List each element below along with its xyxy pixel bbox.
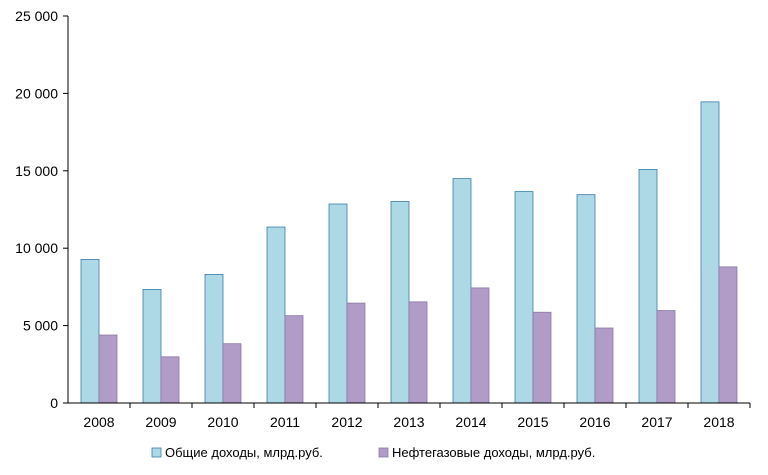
bar-oil-gas-revenue-2011 xyxy=(284,315,304,404)
bars-group xyxy=(80,101,738,404)
x-tick-label: 2009 xyxy=(145,414,176,430)
y-ticks-group: 0 5 000 10 000 15 000 20 000 25 000 xyxy=(15,8,68,411)
bar-oil-gas-revenue-2008 xyxy=(98,334,118,404)
legend: Общие доходы, млрд.руб. Нефтегазовые дох… xyxy=(151,445,595,460)
x-tick-label: 2017 xyxy=(641,414,672,430)
x-tick-label: 2016 xyxy=(579,414,610,430)
bar-total-revenue-2018 xyxy=(700,101,720,404)
y-tick-label: 0 xyxy=(50,395,58,411)
bar-total-revenue-2011 xyxy=(266,226,286,404)
bar-total-revenue-2017 xyxy=(638,169,658,404)
y-tick-label: 20 000 xyxy=(15,85,58,101)
y-tick-label: 25 000 xyxy=(15,8,58,24)
bar-oil-gas-revenue-2009 xyxy=(160,356,180,404)
x-tick-label: 2018 xyxy=(703,414,734,430)
x-tick-label: 2008 xyxy=(83,414,114,430)
x-tick-label: 2013 xyxy=(393,414,424,430)
x-tick-label: 2015 xyxy=(517,414,548,430)
bar-oil-gas-revenue-2010 xyxy=(222,343,242,404)
bar-total-revenue-2013 xyxy=(390,201,410,404)
bar-oil-gas-revenue-2017 xyxy=(656,310,676,404)
axes-group xyxy=(67,16,750,404)
bar-total-revenue-2014 xyxy=(452,178,472,404)
x-tick-label: 2014 xyxy=(455,414,486,430)
bar-oil-gas-revenue-2015 xyxy=(532,311,552,404)
y-tick-label: 15 000 xyxy=(15,163,58,179)
y-tick-label: 10 000 xyxy=(15,240,58,256)
bar-total-revenue-2015 xyxy=(514,191,534,404)
x-tick-label: 2012 xyxy=(331,414,362,430)
y-tick-label: 5 000 xyxy=(23,318,58,334)
bar-oil-gas-revenue-2016 xyxy=(594,327,614,404)
bar-total-revenue-2009 xyxy=(142,289,162,404)
legend-label-oil-gas-revenue: Нефтегазовые доходы, млрд.руб. xyxy=(392,445,595,460)
bar-oil-gas-revenue-2018 xyxy=(718,266,738,404)
bar-total-revenue-2016 xyxy=(576,194,596,404)
bar-oil-gas-revenue-2013 xyxy=(408,301,428,404)
bar-total-revenue-2008 xyxy=(80,259,100,404)
x-tick-label: 2010 xyxy=(207,414,238,430)
bar-oil-gas-revenue-2014 xyxy=(470,287,490,404)
x-ticks-group: 2008 2009 2010 2011 2012 2013 2014 2015 2016 2017… xyxy=(83,403,751,430)
bar-oil-gas-revenue-2012 xyxy=(346,302,366,404)
legend-label-total-revenue: Общие доходы, млрд.руб. xyxy=(165,445,323,460)
bar-total-revenue-2012 xyxy=(328,203,348,404)
x-tick-label: 2011 xyxy=(270,414,300,430)
legend-swatch-oil-gas-revenue xyxy=(378,447,389,458)
bar-total-revenue-2010 xyxy=(204,274,224,404)
legend-swatch-total-revenue xyxy=(151,447,162,458)
